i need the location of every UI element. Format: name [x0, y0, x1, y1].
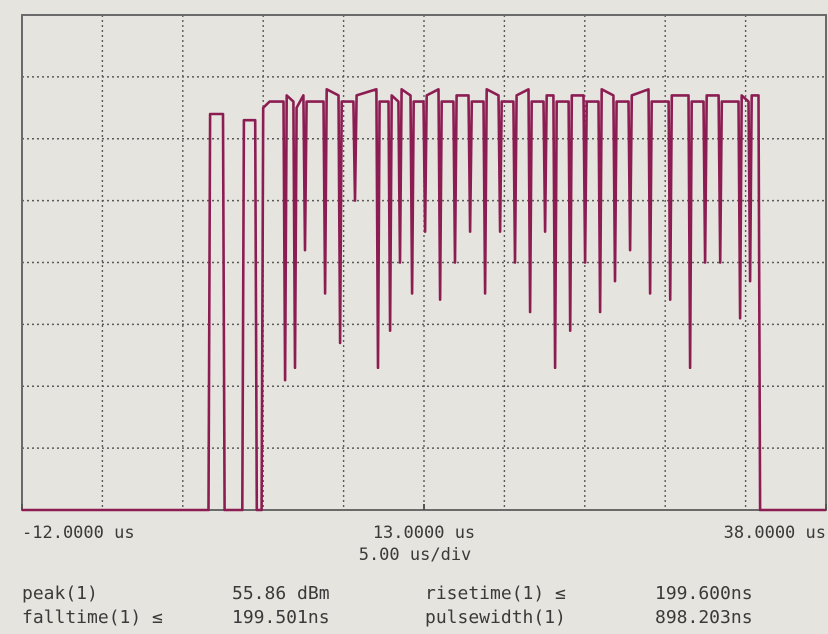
readout: falltime(1) ≤	[22, 607, 163, 628]
x-tick-label: -12.0000 us	[22, 523, 135, 543]
readout: 199.600ns	[655, 583, 753, 604]
readout: 199.501ns	[232, 607, 330, 628]
readout: risetime(1) ≤	[425, 583, 566, 604]
x-tick-label: 13.0000 us	[373, 523, 475, 543]
readout: 55.86 dBm	[232, 583, 330, 604]
scale-label: 5.00 us/div	[359, 545, 472, 565]
trace	[22, 88, 826, 512]
readout: pulsewidth(1)	[425, 607, 566, 628]
x-tick-label: 38.0000 us	[724, 523, 826, 543]
readout: 898.203ns	[655, 607, 753, 628]
readout: peak(1)	[22, 583, 98, 604]
